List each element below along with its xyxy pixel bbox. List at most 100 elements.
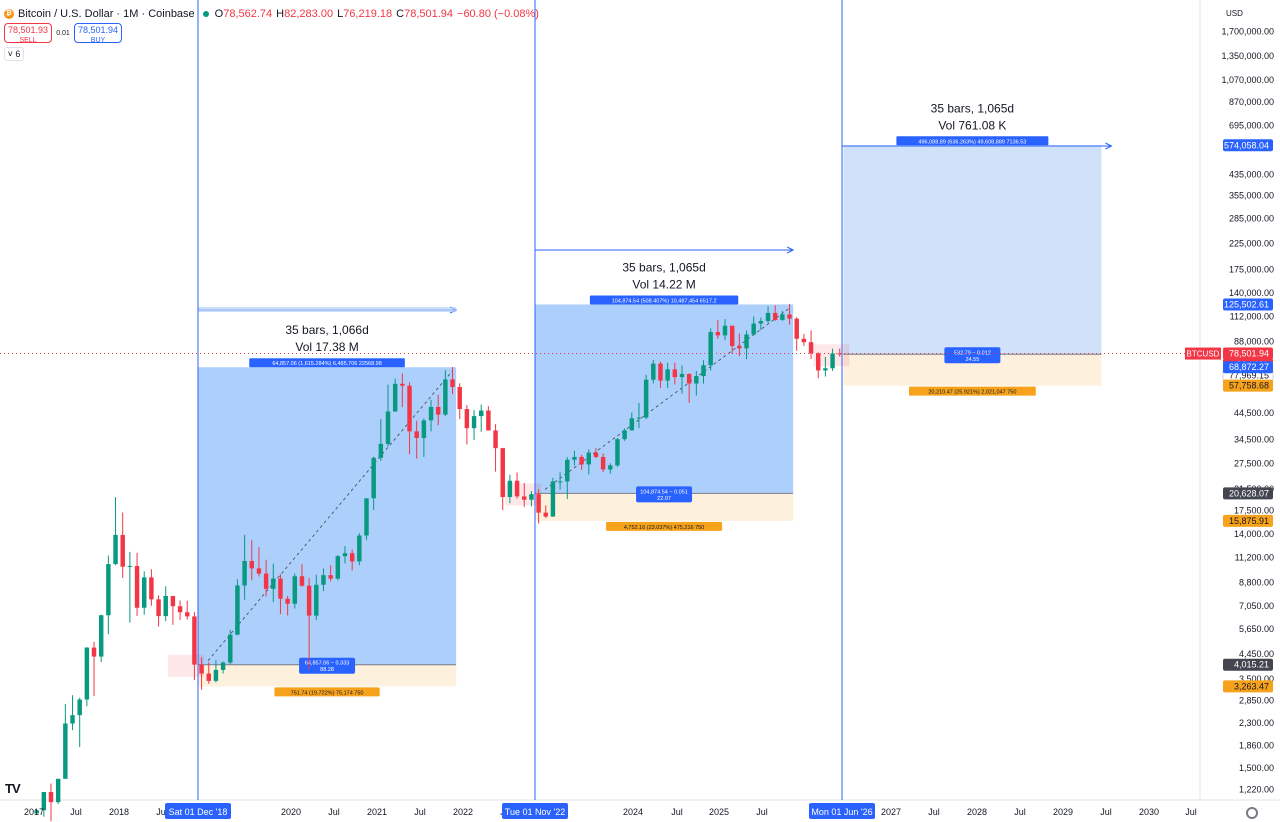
time-tick-label: Jul — [328, 807, 340, 817]
time-tick-label: Jul — [414, 807, 426, 817]
candle-body — [615, 439, 620, 466]
candle-body — [694, 376, 699, 384]
ohlc-low-label: L — [337, 8, 344, 20]
entry-highlight — [168, 654, 204, 677]
measure-bottom-badge — [606, 521, 723, 531]
candle-body — [34, 810, 39, 814]
measure-mid-label-1: 64,857.06 − 0.333 — [305, 661, 350, 667]
measure-vol-label: Vol 17.38 M — [295, 340, 358, 354]
candle-body — [529, 494, 534, 500]
buy-price: 78,501.94 — [77, 25, 119, 35]
buy-label: BUY — [90, 37, 106, 44]
price-tick-label: 2,300.00 — [1239, 718, 1274, 728]
candle-body — [392, 383, 398, 412]
candle-body — [357, 535, 362, 562]
candle-body — [816, 353, 821, 371]
candle-body — [41, 792, 47, 811]
candle-body — [400, 383, 405, 386]
time-tick-label: Jul — [1185, 807, 1197, 817]
price-tick-label: 695,000.00 — [1229, 120, 1274, 130]
measure-target-zone — [843, 145, 1102, 355]
candle-body — [636, 417, 642, 419]
time-tick-label: 2025 — [709, 807, 729, 817]
price-tick-label: 4,450.00 — [1239, 649, 1274, 659]
candle-body — [142, 577, 147, 608]
candle-body — [177, 606, 183, 613]
candle-body — [715, 332, 721, 336]
candle-body — [579, 456, 584, 465]
candle-body — [550, 481, 556, 517]
candle-body — [808, 342, 814, 354]
price-badge: 4,015.21 — [1234, 660, 1269, 670]
candle-body — [794, 318, 799, 339]
price-badge-bg — [1223, 514, 1273, 527]
time-tick-label: 2021 — [367, 807, 387, 817]
measure-target-zone — [198, 367, 457, 665]
indicators-count: 6 — [15, 49, 21, 59]
symbol-title[interactable]: Bitcoin / U.S. Dollar · 1M · Coinbase — [18, 8, 195, 20]
price-axis-unit: USD — [1226, 9, 1243, 18]
price-tick-label: 8,800.00 — [1239, 578, 1274, 588]
candle-body — [435, 406, 441, 415]
candle-body — [830, 353, 835, 369]
candle-body — [342, 553, 348, 557]
indicators-toggle[interactable]: ˅ 6 — [4, 47, 24, 61]
candle-body — [299, 576, 305, 586]
time-tick-label: Jul — [756, 807, 768, 817]
tradingview-logo-icon[interactable]: TV — [5, 781, 21, 796]
candle-body — [672, 369, 678, 378]
price-badge-bg — [1223, 487, 1273, 500]
time-tick-label: 2022 — [453, 807, 473, 817]
range-arrow-icon — [786, 246, 795, 254]
candle-body — [314, 584, 319, 616]
candle-body — [271, 578, 276, 589]
candle-body — [471, 416, 477, 429]
ohlc-open-label: O — [214, 8, 224, 20]
candle-body — [823, 368, 828, 371]
time-highlight-bg — [502, 803, 568, 819]
candle-body — [479, 410, 484, 417]
candle-body — [127, 565, 133, 567]
measure-mid-label-1: 104,874.54 − 0.051 — [640, 489, 688, 495]
measure-bottom-badge — [908, 386, 1036, 396]
ohlc-open-value: 78,562.74 — [223, 8, 273, 20]
price-tick-label: 355,000.00 — [1229, 191, 1274, 201]
candle-body — [500, 448, 505, 497]
candle-body — [507, 480, 513, 497]
bitcoin-icon: ₿ — [4, 9, 14, 19]
price-badge-bg — [1223, 298, 1273, 311]
price-badge: 574,058.04 — [1224, 140, 1269, 150]
price-tick-label: 2,850.00 — [1239, 696, 1274, 706]
price-badge-bg — [1223, 347, 1273, 360]
buy-button[interactable]: 78,501.94 BUY — [74, 23, 122, 44]
price-tick-label: 88,000.00 — [1234, 337, 1274, 347]
gear-icon[interactable] — [1246, 807, 1258, 819]
candle-body — [744, 334, 749, 349]
measure-stop-zone — [198, 664, 457, 687]
candle-body — [220, 662, 226, 670]
candle-body — [557, 481, 563, 483]
price-tick-label: 225,000.00 — [1229, 238, 1274, 248]
range-band — [198, 307, 457, 312]
candle-body — [63, 723, 68, 779]
price-tick-label: 1,500.00 — [1239, 763, 1274, 773]
measure-mid-label-2: 24.55 — [966, 357, 980, 363]
measure-bars-label: 35 bars, 1,065d — [931, 101, 1014, 115]
candle-body — [593, 452, 599, 457]
candle-body — [163, 596, 168, 617]
candle-body — [77, 699, 82, 716]
candle-body — [70, 715, 75, 724]
candle-body — [263, 573, 269, 589]
price-tick-label: 1,350,000.00 — [1221, 51, 1274, 61]
ohlc-close-label: C — [396, 8, 405, 20]
measure-bottom-label: 20,210.47 (25.921%) 2,021,047 750 — [928, 390, 1016, 396]
candle-body — [443, 379, 448, 415]
sell-button[interactable]: 78,501.93 SELL — [4, 23, 52, 44]
candle-body — [679, 373, 685, 378]
candle-body — [335, 556, 341, 579]
measure-mid-badge — [299, 657, 356, 674]
candle-body — [629, 418, 635, 431]
candle-body — [565, 459, 570, 482]
